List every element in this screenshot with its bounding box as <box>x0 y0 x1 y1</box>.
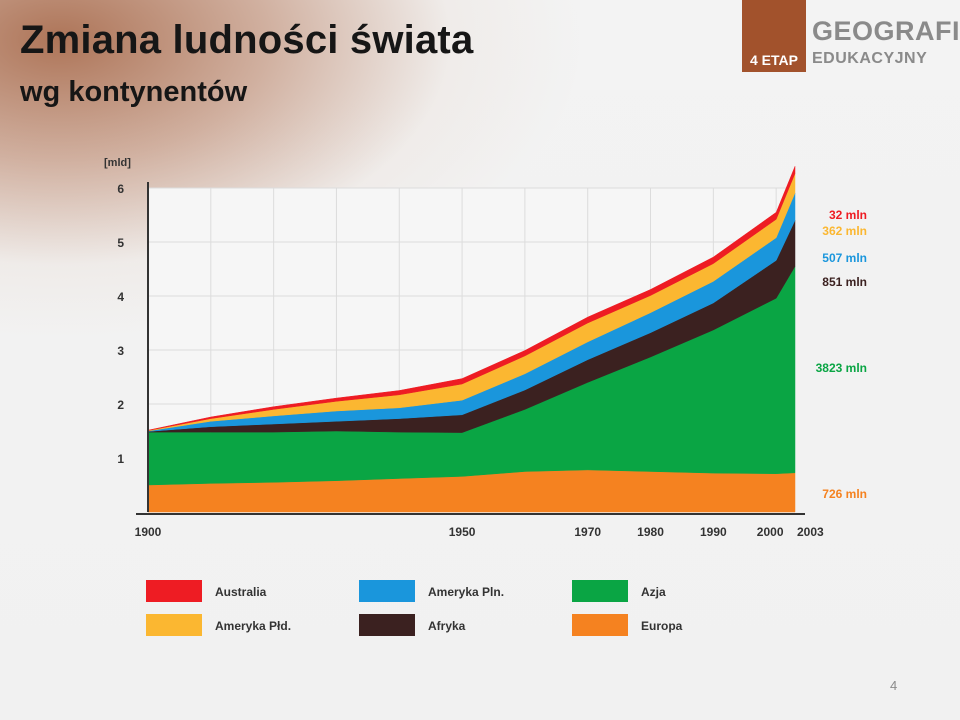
y-tick-label: 6 <box>117 182 124 196</box>
logo-name: GEOGRAFIA <box>812 16 960 46</box>
y-tick-label: 2 <box>117 398 124 412</box>
page-number: 4 <box>890 678 898 693</box>
y-tick-label: 4 <box>117 290 124 304</box>
legend-label: Australia <box>215 585 267 599</box>
slide-title: Zmiana ludności świata <box>20 18 474 62</box>
area-australia <box>147 166 796 431</box>
geografia-logo: 4 ETAP GEOGRAFIA EDUKACYJNY <box>742 0 960 72</box>
y-axis-label: [mld] <box>104 157 131 169</box>
legend-label: Ameryka Pln. <box>428 585 504 599</box>
x-tick-label: 2003 <box>797 525 824 539</box>
x-tick-label: 1970 <box>574 525 601 539</box>
end-value-label: 3823 mln <box>816 361 867 375</box>
end-value-label: 362 mln <box>822 224 867 238</box>
legend-label: Azja <box>641 585 666 599</box>
legend-label: Afryka <box>428 619 466 633</box>
x-tick-label: 1950 <box>449 525 476 539</box>
legend-swatch <box>359 614 415 636</box>
legend-swatch <box>146 614 202 636</box>
end-value-label: 726 mln <box>822 487 867 501</box>
y-tick-label: 5 <box>117 236 124 250</box>
end-value-label: 851 mln <box>822 275 867 289</box>
y-tick-label: 1 <box>117 452 124 466</box>
legend-swatch <box>572 580 628 602</box>
x-tick-label: 2000 <box>757 525 784 539</box>
end-value-label: 507 mln <box>822 251 867 265</box>
slide-subtitle: wg kontynentów <box>20 76 248 108</box>
legend-swatch <box>572 614 628 636</box>
logo-subtitle: EDUKACYJNY <box>812 50 928 67</box>
logo-badge: 4 ETAP <box>742 0 806 72</box>
x-tick-label: 1990 <box>700 525 727 539</box>
x-tick-label: 1980 <box>637 525 664 539</box>
legend-label: Europa <box>641 619 683 633</box>
legend-label: Ameryka Płd. <box>215 619 291 633</box>
logo-badge-text: 4 ETAP <box>750 52 798 68</box>
y-tick-label: 3 <box>117 344 124 358</box>
legend-swatch <box>146 580 202 602</box>
legend-swatch <box>359 580 415 602</box>
x-tick-label: 1900 <box>135 525 162 539</box>
end-value-label: 32 mln <box>829 208 867 222</box>
